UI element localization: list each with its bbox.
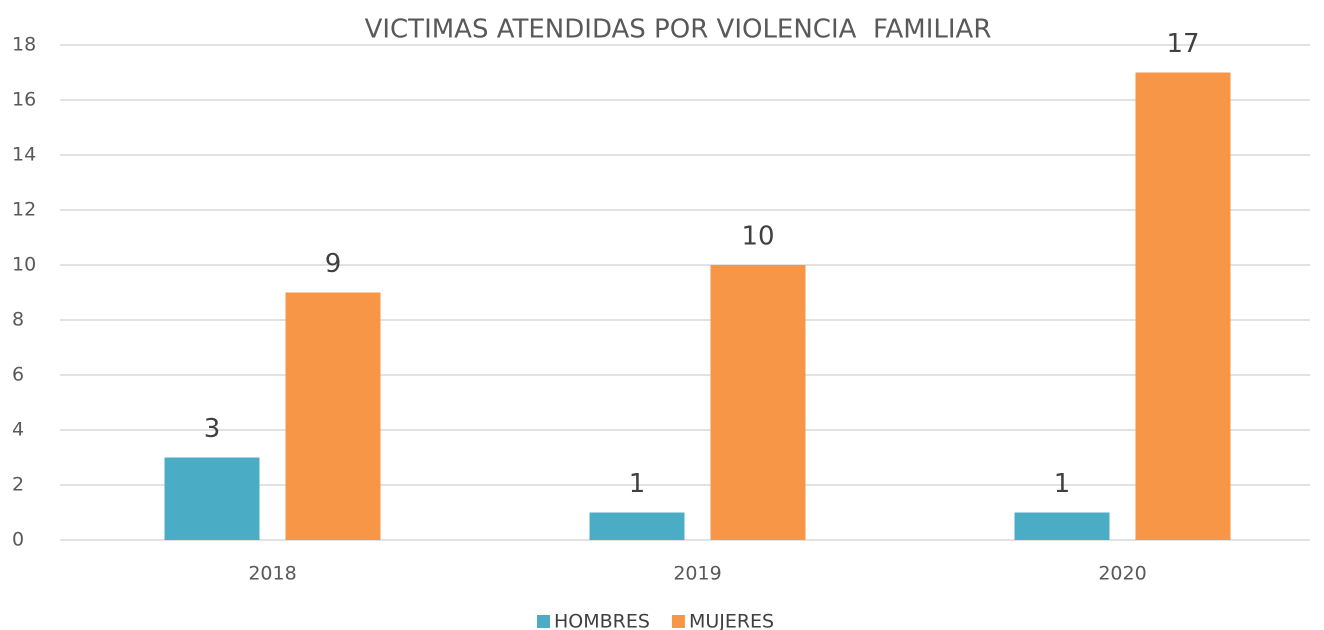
data-label: 17 <box>1166 29 1199 59</box>
bar <box>285 292 381 540</box>
legend-swatch <box>671 615 685 628</box>
bar <box>589 512 685 540</box>
bar <box>1014 512 1110 540</box>
y-tick-label: 2 <box>12 474 24 496</box>
legend-label: HOMBRES <box>554 611 650 630</box>
data-label: 9 <box>325 249 342 279</box>
legend-label: MUJERES <box>689 611 774 630</box>
x-tick-label: 2019 <box>673 563 721 585</box>
y-tick-label: 8 <box>12 309 24 331</box>
y-tick-label: 4 <box>12 419 24 441</box>
data-label: 1 <box>1054 469 1071 499</box>
bar <box>1135 72 1231 540</box>
y-tick-label: 6 <box>12 364 24 386</box>
y-tick-label: 16 <box>12 89 36 111</box>
y-tick-label: 0 <box>12 529 24 551</box>
data-label: 10 <box>741 222 774 252</box>
legend-swatch <box>537 615 550 628</box>
bar <box>164 457 260 540</box>
chart-title: VICTIMAS ATENDIDAS POR VIOLENCIA FAMILIA… <box>365 15 992 45</box>
y-tick-label: 12 <box>12 199 36 221</box>
x-tick-label: 2020 <box>1098 563 1146 585</box>
data-label: 3 <box>204 414 221 444</box>
x-tick-label: 2018 <box>248 563 296 585</box>
y-tick-label: 10 <box>12 254 36 276</box>
y-tick-label: 14 <box>12 144 36 166</box>
y-tick-label: 18 <box>12 34 36 56</box>
data-label: 1 <box>629 469 646 499</box>
bar <box>710 265 806 540</box>
